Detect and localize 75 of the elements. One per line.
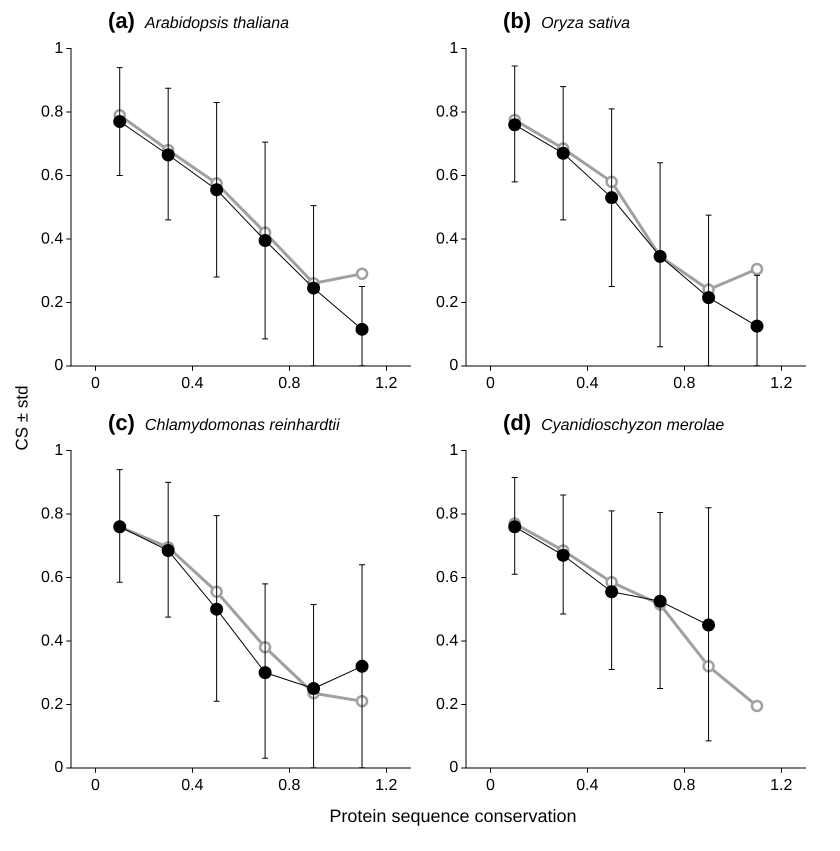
point <box>210 183 224 196</box>
point <box>162 148 175 162</box>
y-tick-label: 1 <box>449 40 458 58</box>
y-tick-label: 0 <box>54 357 64 374</box>
x-tick-label: 0.8 <box>673 776 696 794</box>
x-tick-label: 0.4 <box>181 374 204 392</box>
x-tick-label: 0 <box>486 374 496 392</box>
x-tick-label: 0.4 <box>181 776 204 794</box>
y-tick-label: 0.8 <box>436 505 458 522</box>
y-tick-label: 0.2 <box>40 294 64 311</box>
y-tick-label: 0 <box>449 357 458 374</box>
x-tick-label: 0.8 <box>278 776 301 794</box>
point <box>605 585 618 598</box>
point <box>307 282 320 295</box>
y-tick-label: 0.2 <box>40 696 64 713</box>
x-tick-label: 1.2 <box>375 776 398 794</box>
y-tick-label: 1 <box>449 442 458 460</box>
x-tick-label: 1.2 <box>770 374 792 392</box>
point <box>258 666 272 680</box>
point <box>750 320 764 333</box>
point <box>162 544 175 558</box>
point <box>356 322 369 336</box>
chart-subtitle: Cyanidioschyzon merolae <box>541 417 724 434</box>
point <box>356 694 368 708</box>
point <box>702 291 716 304</box>
point <box>356 268 368 280</box>
chart-title: (b) <box>503 8 532 33</box>
point <box>556 146 570 160</box>
x-tick-label: 0 <box>486 776 496 794</box>
point <box>556 548 570 562</box>
y-tick-label: 0 <box>54 759 64 776</box>
y-tick-label: 0.8 <box>40 505 64 522</box>
y-tick-label: 0.6 <box>40 568 64 586</box>
y-tick-label: 0.8 <box>436 103 458 120</box>
y-axis-title: CS ± std <box>13 384 33 450</box>
x-tick-label: 0.8 <box>278 374 301 392</box>
x-tick-label: 0 <box>91 776 100 794</box>
point <box>702 618 716 632</box>
y-tick-label: 0.4 <box>436 632 458 650</box>
y-tick-label: 0 <box>449 759 458 776</box>
y-tick-label: 0.4 <box>40 632 64 650</box>
y-tick-label: 0.2 <box>436 294 458 311</box>
y-tick-label: 0.6 <box>40 166 64 184</box>
point <box>258 234 272 248</box>
y-tick-label: 0.6 <box>436 166 458 184</box>
point <box>307 682 320 695</box>
x-tick-label: 1.2 <box>770 776 792 794</box>
point <box>654 594 667 608</box>
x-axis-title: Protein sequence conservation <box>328 806 578 827</box>
chart-subtitle: Oryza sativa <box>541 15 630 32</box>
y-tick-label: 1 <box>54 442 64 460</box>
chart-subtitle: Chlamydomonas reinhardtii <box>144 417 340 434</box>
x-tick-label: 1.2 <box>375 374 398 392</box>
x-tick-label: 0.8 <box>673 374 696 392</box>
x-tick-label: 0 <box>91 374 100 392</box>
x-tick-label: 0.4 <box>576 776 599 794</box>
point <box>113 115 126 128</box>
point <box>210 602 224 616</box>
chart-title: (c) <box>108 410 135 435</box>
chart-subtitle: Arabidopsis thaliana <box>144 15 289 32</box>
point <box>750 262 764 276</box>
point <box>750 700 764 712</box>
chart-title: (d) <box>503 410 532 435</box>
y-tick-label: 0.2 <box>436 696 458 713</box>
point <box>508 520 522 534</box>
y-tick-label: 0.8 <box>40 103 64 120</box>
y-tick-label: 0.4 <box>40 230 64 248</box>
x-tick-label: 0.4 <box>576 374 599 392</box>
point <box>356 660 369 673</box>
chart-title: (a) <box>108 8 135 33</box>
point <box>508 118 522 132</box>
y-tick-label: 1 <box>54 40 64 58</box>
point <box>605 191 618 204</box>
y-tick-label: 0.6 <box>436 568 458 586</box>
y-tick-label: 0.4 <box>436 230 458 248</box>
